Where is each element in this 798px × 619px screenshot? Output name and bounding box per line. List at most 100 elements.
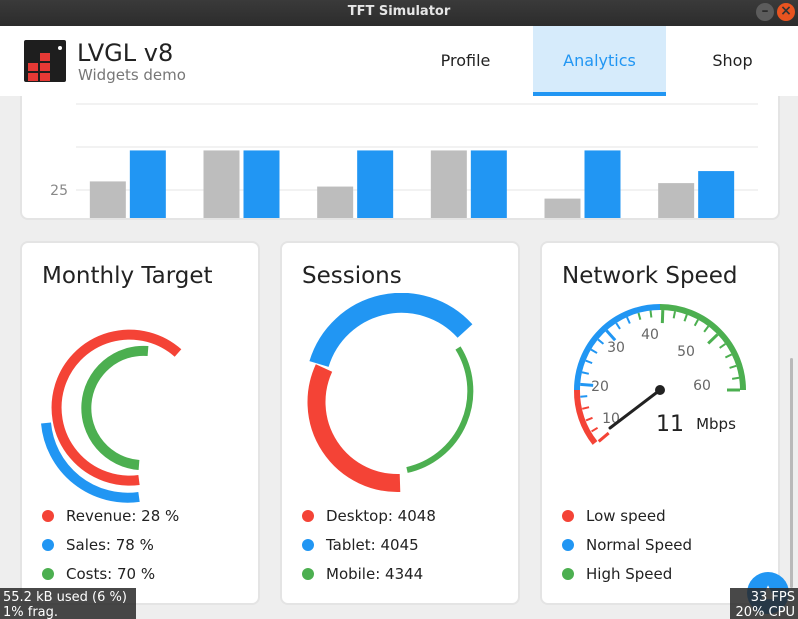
speed-gauge: 10 20 30 40 50 60 11 Mbps	[573, 304, 746, 445]
tab-shop[interactable]: Shop	[712, 51, 753, 70]
cpu-text: 20% CPU	[735, 605, 795, 619]
gauge-tick	[683, 314, 688, 322]
gauge-tick	[649, 310, 653, 318]
legend-label: Desktop: 4048	[326, 507, 436, 525]
performance-monitor: 33 FPS 20% CPU	[730, 588, 798, 619]
gauge-tick	[672, 311, 676, 319]
vertical-scrollbar[interactable]	[790, 358, 793, 588]
monthly-target-title: Monthly Target	[42, 263, 213, 289]
bar	[430, 150, 467, 218]
y-tick-label: 25	[50, 183, 68, 199]
gauge-tick	[580, 382, 594, 387]
gauge-tick	[615, 322, 621, 330]
monthly-target-legend: Revenue: 28 % Sales: 78 % Costs: 70 %	[42, 506, 179, 593]
monthly-target-card: Monthly Target Revenue: 28 % Sales: 78 %…	[20, 241, 260, 605]
gauge-label-20: 20	[591, 379, 609, 395]
sales-arc	[41, 422, 140, 503]
legend-label: Revenue: 28 %	[66, 507, 180, 525]
tab-profile[interactable]: Profile	[440, 51, 491, 70]
gauge-tick	[581, 371, 590, 375]
costs-arc	[81, 345, 149, 470]
tab-analytics[interactable]: Analytics	[533, 26, 666, 96]
legend-item: Revenue: 28 %	[42, 506, 179, 535]
window-title: TFT Simulator	[347, 4, 451, 19]
sessions-card: Sessions Desktop: 4048 Tablet: 4045 Mobi…	[280, 241, 520, 605]
memory-frag-text: 1% frag.	[3, 605, 59, 619]
legend-label: High Speed	[586, 565, 673, 583]
legend-item: Mobile: 4344	[302, 564, 436, 593]
sessions-ring-chart	[307, 293, 474, 493]
gauge-label-30: 30	[607, 340, 625, 356]
gauge-normal-arc	[574, 304, 661, 391]
legend-label: Costs: 70 %	[66, 565, 156, 583]
analytics-content[interactable]: 250IIIIIIIVVVI Monthly Target Revenue: 2…	[0, 96, 798, 619]
app-header: LVGL v8 Widgets demo Profile Analytics S…	[0, 26, 798, 96]
desktop-segment	[307, 364, 401, 493]
gauge-tick	[580, 395, 588, 398]
bar	[203, 150, 240, 218]
bar	[317, 186, 354, 218]
gauge-tick	[585, 359, 593, 365]
gauge-tick	[707, 333, 719, 345]
legend-item: Normal Speed	[562, 535, 692, 564]
gauge-label-50: 50	[677, 344, 695, 360]
bar	[129, 150, 166, 218]
bar	[584, 150, 621, 218]
gauge-high-arc	[659, 304, 746, 391]
minimize-button[interactable]: –	[756, 3, 774, 21]
gauge-tick	[605, 329, 617, 342]
sessions-title: Sessions	[302, 263, 402, 289]
gauge-unit: Mbps	[696, 415, 736, 433]
network-speed-legend: Low speed Normal Speed High Speed	[562, 506, 692, 593]
gauge-tick	[590, 348, 598, 354]
memory-used-text: 55.2 kB used (6 %)	[3, 590, 127, 605]
gauge-needle-hub	[655, 385, 665, 395]
legend-label: Normal Speed	[586, 536, 693, 554]
fps-text: 33 FPS	[750, 590, 795, 605]
legend-item: Costs: 70 %	[42, 564, 179, 593]
bar	[243, 150, 280, 218]
lvgl-logo-icon	[24, 40, 66, 82]
legend-label: Sales: 78 %	[66, 536, 154, 554]
gauge-needle	[608, 388, 662, 430]
legend-item: Desktop: 4048	[302, 506, 436, 535]
gauge-label-60: 60	[693, 378, 711, 394]
legend-label: Mobile: 4344	[326, 565, 424, 583]
gauge-tick	[637, 312, 642, 320]
bar	[658, 183, 695, 218]
gauge-tick	[693, 319, 699, 327]
bar	[357, 150, 394, 218]
legend-item: Tablet: 4045	[302, 535, 436, 564]
tablet-segment	[309, 293, 473, 368]
bar	[470, 150, 507, 218]
gauge-tick	[729, 364, 737, 369]
revenue-arc	[51, 329, 182, 486]
bar-chart: 250IIIIIIIVVVI	[50, 103, 758, 218]
sessions-legend: Desktop: 4048 Tablet: 4045 Mobile: 4344	[302, 506, 436, 593]
legend-label: Tablet: 4045	[326, 536, 419, 554]
window-titlebar: TFT Simulator – ×	[0, 0, 798, 26]
gauge-ticks	[580, 309, 740, 443]
gauge-tick	[597, 431, 610, 443]
gauge-tick	[731, 376, 740, 380]
legend-item: High Speed	[562, 564, 692, 593]
gauge-value: 11	[656, 412, 684, 437]
network-speed-title: Network Speed	[562, 263, 738, 289]
gauge-tick	[597, 338, 605, 345]
legend-item: Sales: 78 %	[42, 535, 179, 564]
app-subtitle: Widgets demo	[78, 66, 186, 84]
bar	[89, 181, 126, 218]
gauge-tick	[626, 316, 631, 324]
bar	[698, 171, 735, 218]
gauge-tick	[582, 406, 590, 410]
bar	[544, 198, 581, 218]
legend-label: Low speed	[586, 507, 666, 525]
close-button[interactable]: ×	[777, 3, 795, 21]
gauge-low-arc	[573, 389, 598, 445]
gauge-tick	[719, 343, 726, 349]
memory-monitor: 55.2 kB used (6 %) 1% frag.	[0, 588, 136, 619]
gauge-label-10: 10	[602, 411, 620, 427]
gauge-tick	[724, 353, 733, 359]
bar-chart-card: 250IIIIIIIVVVI	[20, 96, 780, 220]
monthly-target-arc-chart	[41, 329, 182, 503]
